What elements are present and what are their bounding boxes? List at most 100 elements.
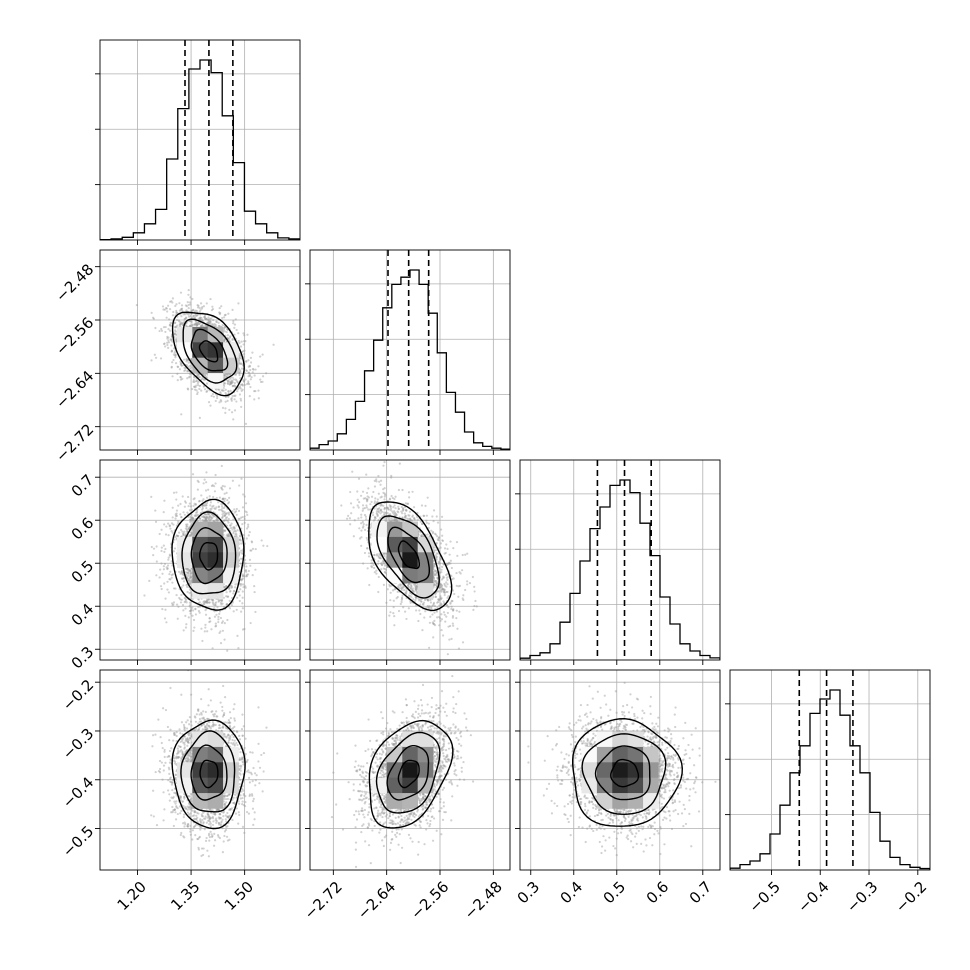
- sample-point: [203, 600, 206, 603]
- sample-point: [200, 324, 204, 327]
- sample-point: [239, 383, 243, 386]
- sample-point: [223, 500, 226, 503]
- sample-point: [185, 584, 188, 587]
- sample-point: [178, 596, 181, 600]
- sample-point: [163, 582, 166, 585]
- sample-point: [179, 601, 183, 604]
- sample-point: [221, 513, 224, 516]
- sample-point: [221, 488, 224, 491]
- sample-point: [241, 383, 244, 386]
- panel-1-1: [305, 249, 511, 455]
- sample-point: [235, 608, 238, 611]
- sample-point: [196, 304, 199, 307]
- sample-point: [237, 387, 240, 391]
- sample-point: [239, 562, 242, 565]
- sample-point: [220, 599, 223, 602]
- sample-point: [194, 608, 197, 611]
- sample-point: [223, 316, 226, 319]
- sample-point: [213, 322, 216, 326]
- sample-point: [238, 594, 241, 597]
- sample-point: [215, 320, 218, 323]
- sample-point: [203, 374, 206, 377]
- sample-point: [230, 604, 233, 607]
- sample-point: [184, 607, 187, 610]
- sample-point: [173, 321, 176, 325]
- sample-point: [250, 541, 254, 544]
- sample-point: [191, 614, 194, 617]
- sample-point: [201, 499, 204, 503]
- sample-point: [183, 596, 186, 600]
- sample-point: [199, 309, 202, 312]
- sample-point: [224, 395, 227, 399]
- sample-point: [179, 291, 183, 294]
- sample-point: [174, 329, 177, 332]
- sample-point: [171, 297, 175, 300]
- sample-point: [224, 512, 228, 515]
- sample-point: [191, 309, 195, 312]
- sample-point: [228, 496, 231, 499]
- sample-point: [203, 600, 207, 604]
- sample-point: [184, 501, 188, 504]
- sample-point: [179, 323, 182, 326]
- sample-point: [197, 598, 200, 601]
- sample-point: [188, 576, 191, 579]
- sample-point: [160, 329, 164, 332]
- sample-point: [214, 624, 218, 627]
- sample-point: [199, 325, 202, 328]
- sample-point: [226, 382, 229, 385]
- sample-point: [195, 322, 198, 325]
- sample-point: [239, 588, 242, 591]
- sample-point: [172, 353, 175, 356]
- sample-point: [234, 318, 237, 321]
- sample-point: [189, 572, 192, 575]
- sample-point: [171, 361, 174, 364]
- histogram-0: [100, 59, 300, 240]
- sample-point: [232, 526, 235, 529]
- sample-point: [181, 577, 184, 580]
- sample-point: [187, 388, 190, 391]
- sample-point: [218, 612, 221, 616]
- sample-point: [180, 315, 183, 318]
- sample-point: [180, 571, 183, 574]
- sample-point: [205, 317, 208, 320]
- sample-point: [210, 317, 213, 320]
- sample-point: [218, 388, 221, 391]
- sample-point: [234, 530, 237, 533]
- sample-point: [235, 507, 238, 511]
- sample-point: [210, 507, 213, 510]
- sample-point: [238, 353, 242, 356]
- sample-point: [205, 501, 209, 505]
- sample-point: [170, 350, 173, 353]
- sample-point: [220, 487, 223, 490]
- sample-point: [212, 395, 215, 398]
- sample-point: [173, 351, 176, 354]
- sample-point: [223, 382, 227, 385]
- sample-point: [214, 473, 217, 477]
- panel-2-0: 0.30.40.50.60.7: [68, 459, 301, 672]
- sample-point: [272, 343, 275, 346]
- sample-point: [230, 411, 234, 414]
- sample-point: [227, 534, 230, 537]
- sample-point: [186, 387, 189, 390]
- sample-point: [195, 511, 198, 514]
- sample-point: [231, 381, 234, 384]
- sample-point: [170, 349, 173, 352]
- sample-point: [189, 606, 192, 609]
- sample-point: [230, 381, 233, 384]
- sample-point: [228, 383, 232, 386]
- sample-point: [249, 356, 253, 360]
- sample-point: [223, 330, 226, 333]
- sample-point: [208, 495, 211, 498]
- density-cell: [207, 342, 224, 358]
- sample-point: [172, 310, 175, 314]
- sample-point: [219, 392, 222, 395]
- sample-point: [184, 527, 187, 530]
- sample-point: [222, 519, 226, 522]
- sample-point: [184, 316, 188, 319]
- sample-point: [154, 356, 158, 359]
- sample-point: [209, 320, 212, 323]
- sample-point: [232, 322, 235, 325]
- density-cell: [192, 357, 208, 374]
- sample-point: [238, 341, 241, 345]
- sample-point: [188, 372, 191, 375]
